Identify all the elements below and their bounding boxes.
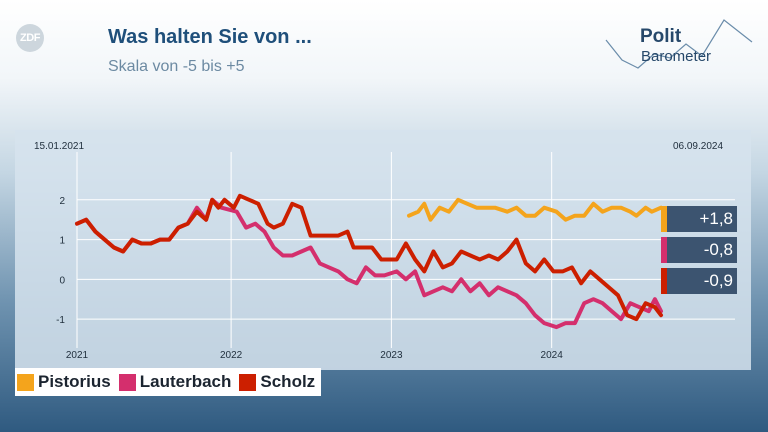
latest-value-scholz: -0,9 <box>661 268 737 294</box>
latest-value-pistorius-text: +1,8 <box>699 209 733 228</box>
legend-label-lauterbach: Lauterbach <box>139 372 232 391</box>
series-line-lauterbach <box>75 197 663 330</box>
x-tick-label-2022: 2022 <box>220 350 243 361</box>
brand-line-2: Barometer <box>641 48 712 65</box>
politbarometer-logo-mark <box>605 19 753 69</box>
latest-value-pistorius: +1,8 <box>661 206 737 232</box>
line-chart: 2 1 0 -1 2021 2022 2023 2024 15.01.2021 06.09.202… <box>34 141 735 361</box>
latest-value-lauterbach: -0,8 <box>661 237 737 263</box>
chart-subtitle: Skala von -5 bis +5 <box>108 58 245 75</box>
start-date-label: 15.01.2021 <box>34 141 84 152</box>
y-tick-label-0: 0 <box>59 275 65 286</box>
end-date-label: 06.09.2024 <box>673 141 723 152</box>
legend-swatch-lauterbach <box>118 373 136 391</box>
zdf-logo: ZDF <box>16 24 44 52</box>
series-line-scholz <box>75 193 663 322</box>
legend-item-lauterbach: Lauterbach <box>118 372 232 392</box>
y-tick-label-2: 2 <box>59 196 65 207</box>
chart-panel: 2 1 0 -1 2021 2022 2023 2024 15.01.2021 06.09.202… <box>15 130 751 370</box>
legend-swatch-scholz <box>239 373 257 391</box>
value-accent-lauterbach <box>661 237 667 263</box>
x-tick-label-2023: 2023 <box>380 350 403 361</box>
legend-item-scholz: Scholz <box>239 372 315 392</box>
value-accent-scholz <box>661 268 667 294</box>
series-line-pistorius <box>407 197 663 222</box>
chart-title: Was halten Sie von ... <box>108 26 312 48</box>
value-accent-pistorius <box>661 206 667 232</box>
legend-label-scholz: Scholz <box>260 372 316 391</box>
latest-value-lauterbach-text: -0,8 <box>703 240 733 259</box>
x-tick-label-2024: 2024 <box>541 350 564 361</box>
legend: Pistorius Lauterbach Scholz <box>15 368 322 396</box>
brand-line-1: Polit <box>640 26 682 47</box>
x-tick-label-2021: 2021 <box>66 350 89 361</box>
y-tick-label--1: -1 <box>56 315 65 326</box>
legend-item-pistorius: Pistorius <box>17 372 111 392</box>
legend-swatch-pistorius <box>17 373 34 391</box>
latest-value-scholz-text: -0,9 <box>703 271 733 290</box>
y-tick-label-1: 1 <box>59 236 65 247</box>
legend-label-pistorius: Pistorius <box>38 372 111 391</box>
